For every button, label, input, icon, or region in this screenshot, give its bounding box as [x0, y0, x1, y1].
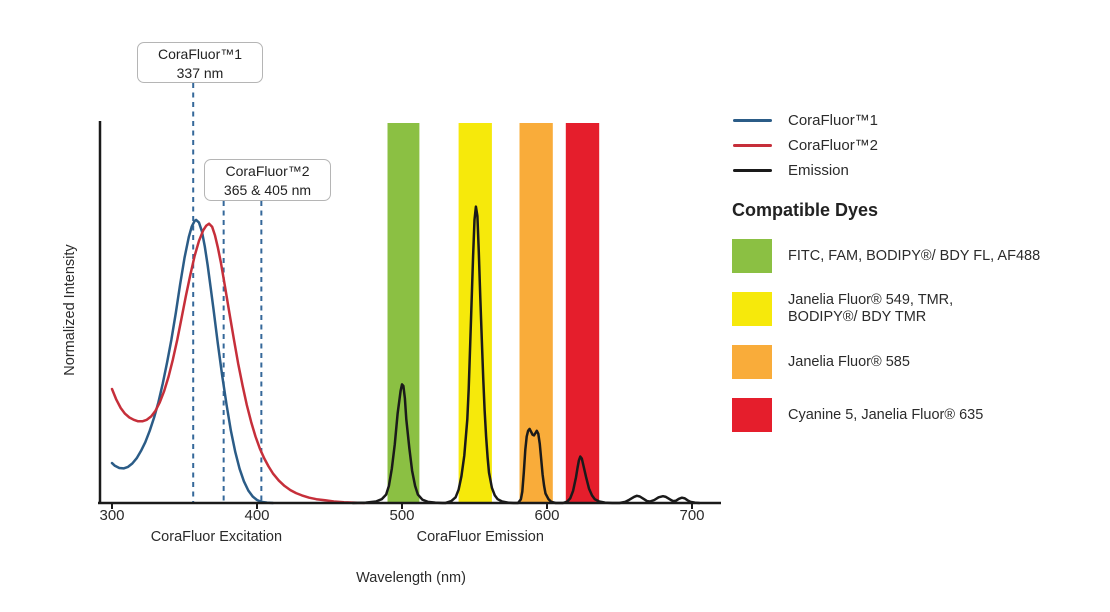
- red-filter-band: [565, 123, 600, 503]
- legend-item: CoraFluor™2: [733, 136, 879, 154]
- series-curve-2: [110, 222, 366, 505]
- dye-item: Janelia Fluor® 585: [732, 345, 1040, 379]
- annotation-corafluor2-value: 365 & 405 nm: [223, 181, 312, 198]
- dye-color-swatch: [732, 398, 772, 432]
- axis-section-label: CoraFluor Emission: [416, 529, 544, 545]
- x-tick-label: 400: [244, 507, 270, 524]
- orange-filter-band: [519, 123, 553, 503]
- legend-line-swatch: [733, 168, 772, 172]
- dye-item: FITC, FAM, BODIPY®/ BDY FL, AF488: [732, 239, 1040, 273]
- axis-section-label: CoraFluor Excitation: [150, 529, 283, 545]
- legend-line-swatch: [733, 118, 772, 122]
- legend-line-swatch: [733, 143, 772, 147]
- dye-item: Cyanine 5, Janelia Fluor® 635: [732, 398, 1040, 432]
- legend: CoraFluor™1 CoraFluor™2 Emission: [733, 111, 879, 179]
- green-filter-band: [387, 123, 420, 503]
- compatible-dyes-list: FITC, FAM, BODIPY®/ BDY FL, AF488 Janelia…: [732, 239, 1040, 432]
- x-tick-label: 500: [389, 507, 415, 524]
- x-tick-label: 700: [679, 507, 705, 524]
- dye-item-label: Cyanine 5, Janelia Fluor® 635: [788, 406, 984, 423]
- dye-item: Janelia Fluor® 549, TMR, BODIPY®/ BDY TM…: [732, 292, 1040, 326]
- annotation-corafluor2-title: CoraFluor™2: [225, 163, 310, 179]
- series-curve-1: [110, 218, 275, 505]
- x-axis-label: Wavelength (nm): [356, 570, 466, 586]
- x-tick-label: 300: [99, 507, 125, 524]
- legend-item-label: CoraFluor™2: [788, 136, 879, 154]
- dye-color-swatch: [732, 345, 772, 379]
- annotation-corafluor1-title: CoraFluor™1: [157, 46, 243, 62]
- legend-item: Emission: [733, 161, 878, 179]
- dye-item-label: FITC, FAM, BODIPY®/ BDY FL, AF488: [788, 247, 1041, 264]
- legend-item-label: Emission: [788, 161, 849, 179]
- annotation-corafluor1-value: 337 nm: [176, 64, 224, 81]
- dye-color-swatch: [732, 239, 772, 273]
- dye-item-label: Janelia Fluor® 549, TMR, BODIPY®/ BDY TM…: [788, 292, 954, 325]
- legend-item: CoraFluor™1: [733, 111, 879, 129]
- annotation-corafluor1: CoraFluor™1 337 nm: [137, 42, 263, 83]
- compatible-dyes-heading: Compatible Dyes: [732, 200, 879, 220]
- y-axis-label: Normalized Intensity: [62, 244, 78, 376]
- dye-item-label: Janelia Fluor® 585: [788, 353, 910, 370]
- annotation-corafluor2: CoraFluor™2 365 & 405 nm: [204, 159, 331, 201]
- series-curve-3: [351, 205, 701, 505]
- dye-color-swatch: [732, 292, 772, 326]
- legend-item-label: CoraFluor™1: [788, 111, 879, 129]
- x-tick-label: 600: [534, 507, 560, 524]
